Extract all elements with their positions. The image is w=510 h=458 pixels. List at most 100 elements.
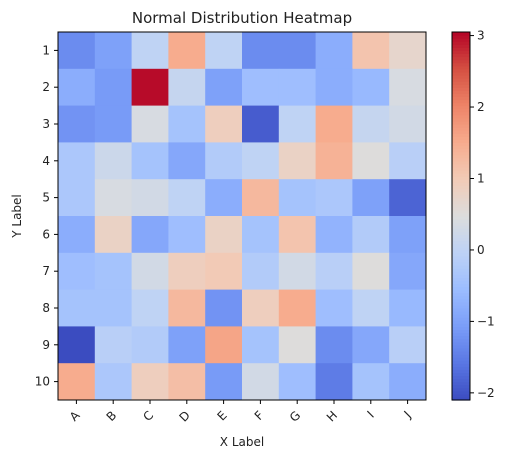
colorbar-tick-label: 1 <box>477 171 485 185</box>
heatmap-cell-H3 <box>315 105 353 143</box>
heatmap-cell-F7 <box>242 252 280 291</box>
heatmap-cell-D2 <box>168 68 206 107</box>
heatmap-cell-E2 <box>205 68 243 107</box>
colorbar-segment <box>452 35 470 39</box>
colorbar-segment <box>452 329 470 334</box>
heatmap-cell-J8 <box>389 289 427 327</box>
heatmap-cell-E7 <box>205 252 243 291</box>
colorbar-segment <box>452 203 470 208</box>
heatmap-cell-A7 <box>58 252 96 291</box>
heatmap-cell-G6 <box>278 216 317 254</box>
colorbar-segment <box>452 163 470 168</box>
heatmap-cell-D3 <box>168 105 206 143</box>
heatmap-cell-A4 <box>58 142 96 180</box>
colorbar-segment <box>452 47 470 51</box>
colorbar-tick-label: 0 <box>477 243 485 257</box>
colorbar-segment <box>452 117 470 122</box>
heatmap-cell-B1 <box>94 32 133 70</box>
heatmap-cell-F2 <box>242 68 280 107</box>
x-tick-label: A <box>67 408 83 424</box>
heatmap-cell-E1 <box>205 32 243 70</box>
x-axis-label: X Label <box>220 435 264 449</box>
colorbar-segment <box>452 387 470 392</box>
x-tick-label: D <box>176 408 192 424</box>
heatmap-cell-E6 <box>205 216 243 254</box>
colorbar-segment <box>452 32 470 36</box>
colorbar-segment <box>452 133 470 137</box>
heatmap-cell-J9 <box>389 326 427 364</box>
heatmap-cell-G5 <box>278 179 317 217</box>
colorbar-segment <box>452 268 470 272</box>
heatmap-cell-E5 <box>205 179 243 217</box>
heatmap-cell-J4 <box>389 142 427 180</box>
colorbar-segment <box>452 252 470 257</box>
colorbar-segment <box>452 65 470 70</box>
heatmap-cell-F4 <box>242 142 280 180</box>
colorbar-segment <box>452 366 470 370</box>
colorbar-segment <box>452 295 470 300</box>
colorbar-segment <box>452 71 470 76</box>
colorbar-segment <box>452 357 470 361</box>
y-tick-label: 10 <box>35 375 50 389</box>
colorbar-segment <box>452 222 470 226</box>
heatmap-cell-J5 <box>389 179 427 217</box>
heatmap-cell-C4 <box>131 142 169 180</box>
x-tick-label: J <box>401 408 414 421</box>
colorbar-segment <box>452 354 470 358</box>
colorbar-segment <box>452 209 470 214</box>
colorbar-segment <box>452 237 470 242</box>
colorbar-segment <box>452 301 470 306</box>
heatmap-cell-E10 <box>205 363 243 401</box>
colorbar-segment <box>452 197 470 202</box>
colorbar-segment <box>452 99 470 104</box>
heatmap-cell-J10 <box>389 363 427 401</box>
colorbar-segment <box>452 320 470 324</box>
y-tick-label: 2 <box>42 80 50 94</box>
heatmap-cell-E4 <box>205 142 243 180</box>
heatmap-cell-I8 <box>352 289 390 327</box>
chart-title: Normal Distribution Heatmap <box>132 9 352 27</box>
heatmap-cell-B3 <box>94 105 133 143</box>
heatmap-cell-C9 <box>131 326 169 364</box>
colorbar-segment <box>452 124 470 128</box>
colorbar-segment <box>452 381 470 386</box>
heatmap-cell-F8 <box>242 289 280 327</box>
y-tick-label: 8 <box>42 301 50 315</box>
heatmap-cell-H1 <box>315 32 353 70</box>
colorbar-segment <box>452 231 470 235</box>
colorbar-tick-label: −1 <box>477 314 495 328</box>
heatmap-cell-D10 <box>168 363 206 401</box>
colorbar-segment <box>452 262 470 266</box>
colorbar-segment <box>452 194 470 199</box>
heatmap-cell-F10 <box>242 363 280 401</box>
colorbar-segment <box>452 53 470 58</box>
colorbar-segment <box>452 375 470 380</box>
heatmap-cell-C3 <box>131 105 169 143</box>
colorbar-segment <box>452 219 470 223</box>
x-tick-label: I <box>365 408 377 420</box>
heatmap-cell-F1 <box>242 32 280 70</box>
heatmap-cell-I7 <box>352 252 390 291</box>
colorbar-tick-label: 2 <box>477 100 485 114</box>
colorbar-segment <box>452 188 470 193</box>
y-tick-label: 7 <box>42 264 50 278</box>
heatmap-cell-C7 <box>131 252 169 291</box>
colorbar-segment <box>452 277 470 281</box>
colorbar-segment <box>452 314 470 318</box>
y-tick-label: 4 <box>42 154 50 168</box>
colorbar-segment <box>452 154 470 159</box>
colorbar-segment <box>452 41 470 45</box>
colorbar-segment <box>452 344 470 349</box>
colorbar-segment <box>452 84 470 88</box>
heatmap-cell-I3 <box>352 105 390 143</box>
colorbar-segment <box>452 228 470 232</box>
colorbar-segment <box>452 114 470 119</box>
heatmap-cell-C1 <box>131 32 169 70</box>
heatmap-cell-G1 <box>278 32 317 70</box>
colorbar-segment <box>452 347 470 352</box>
colorbar-segment <box>452 185 470 189</box>
colorbar-segment <box>452 308 470 312</box>
heatmap-cell-J6 <box>389 216 427 254</box>
heatmap-cell-I6 <box>352 216 390 254</box>
heatmap-cell-F5 <box>242 179 280 217</box>
